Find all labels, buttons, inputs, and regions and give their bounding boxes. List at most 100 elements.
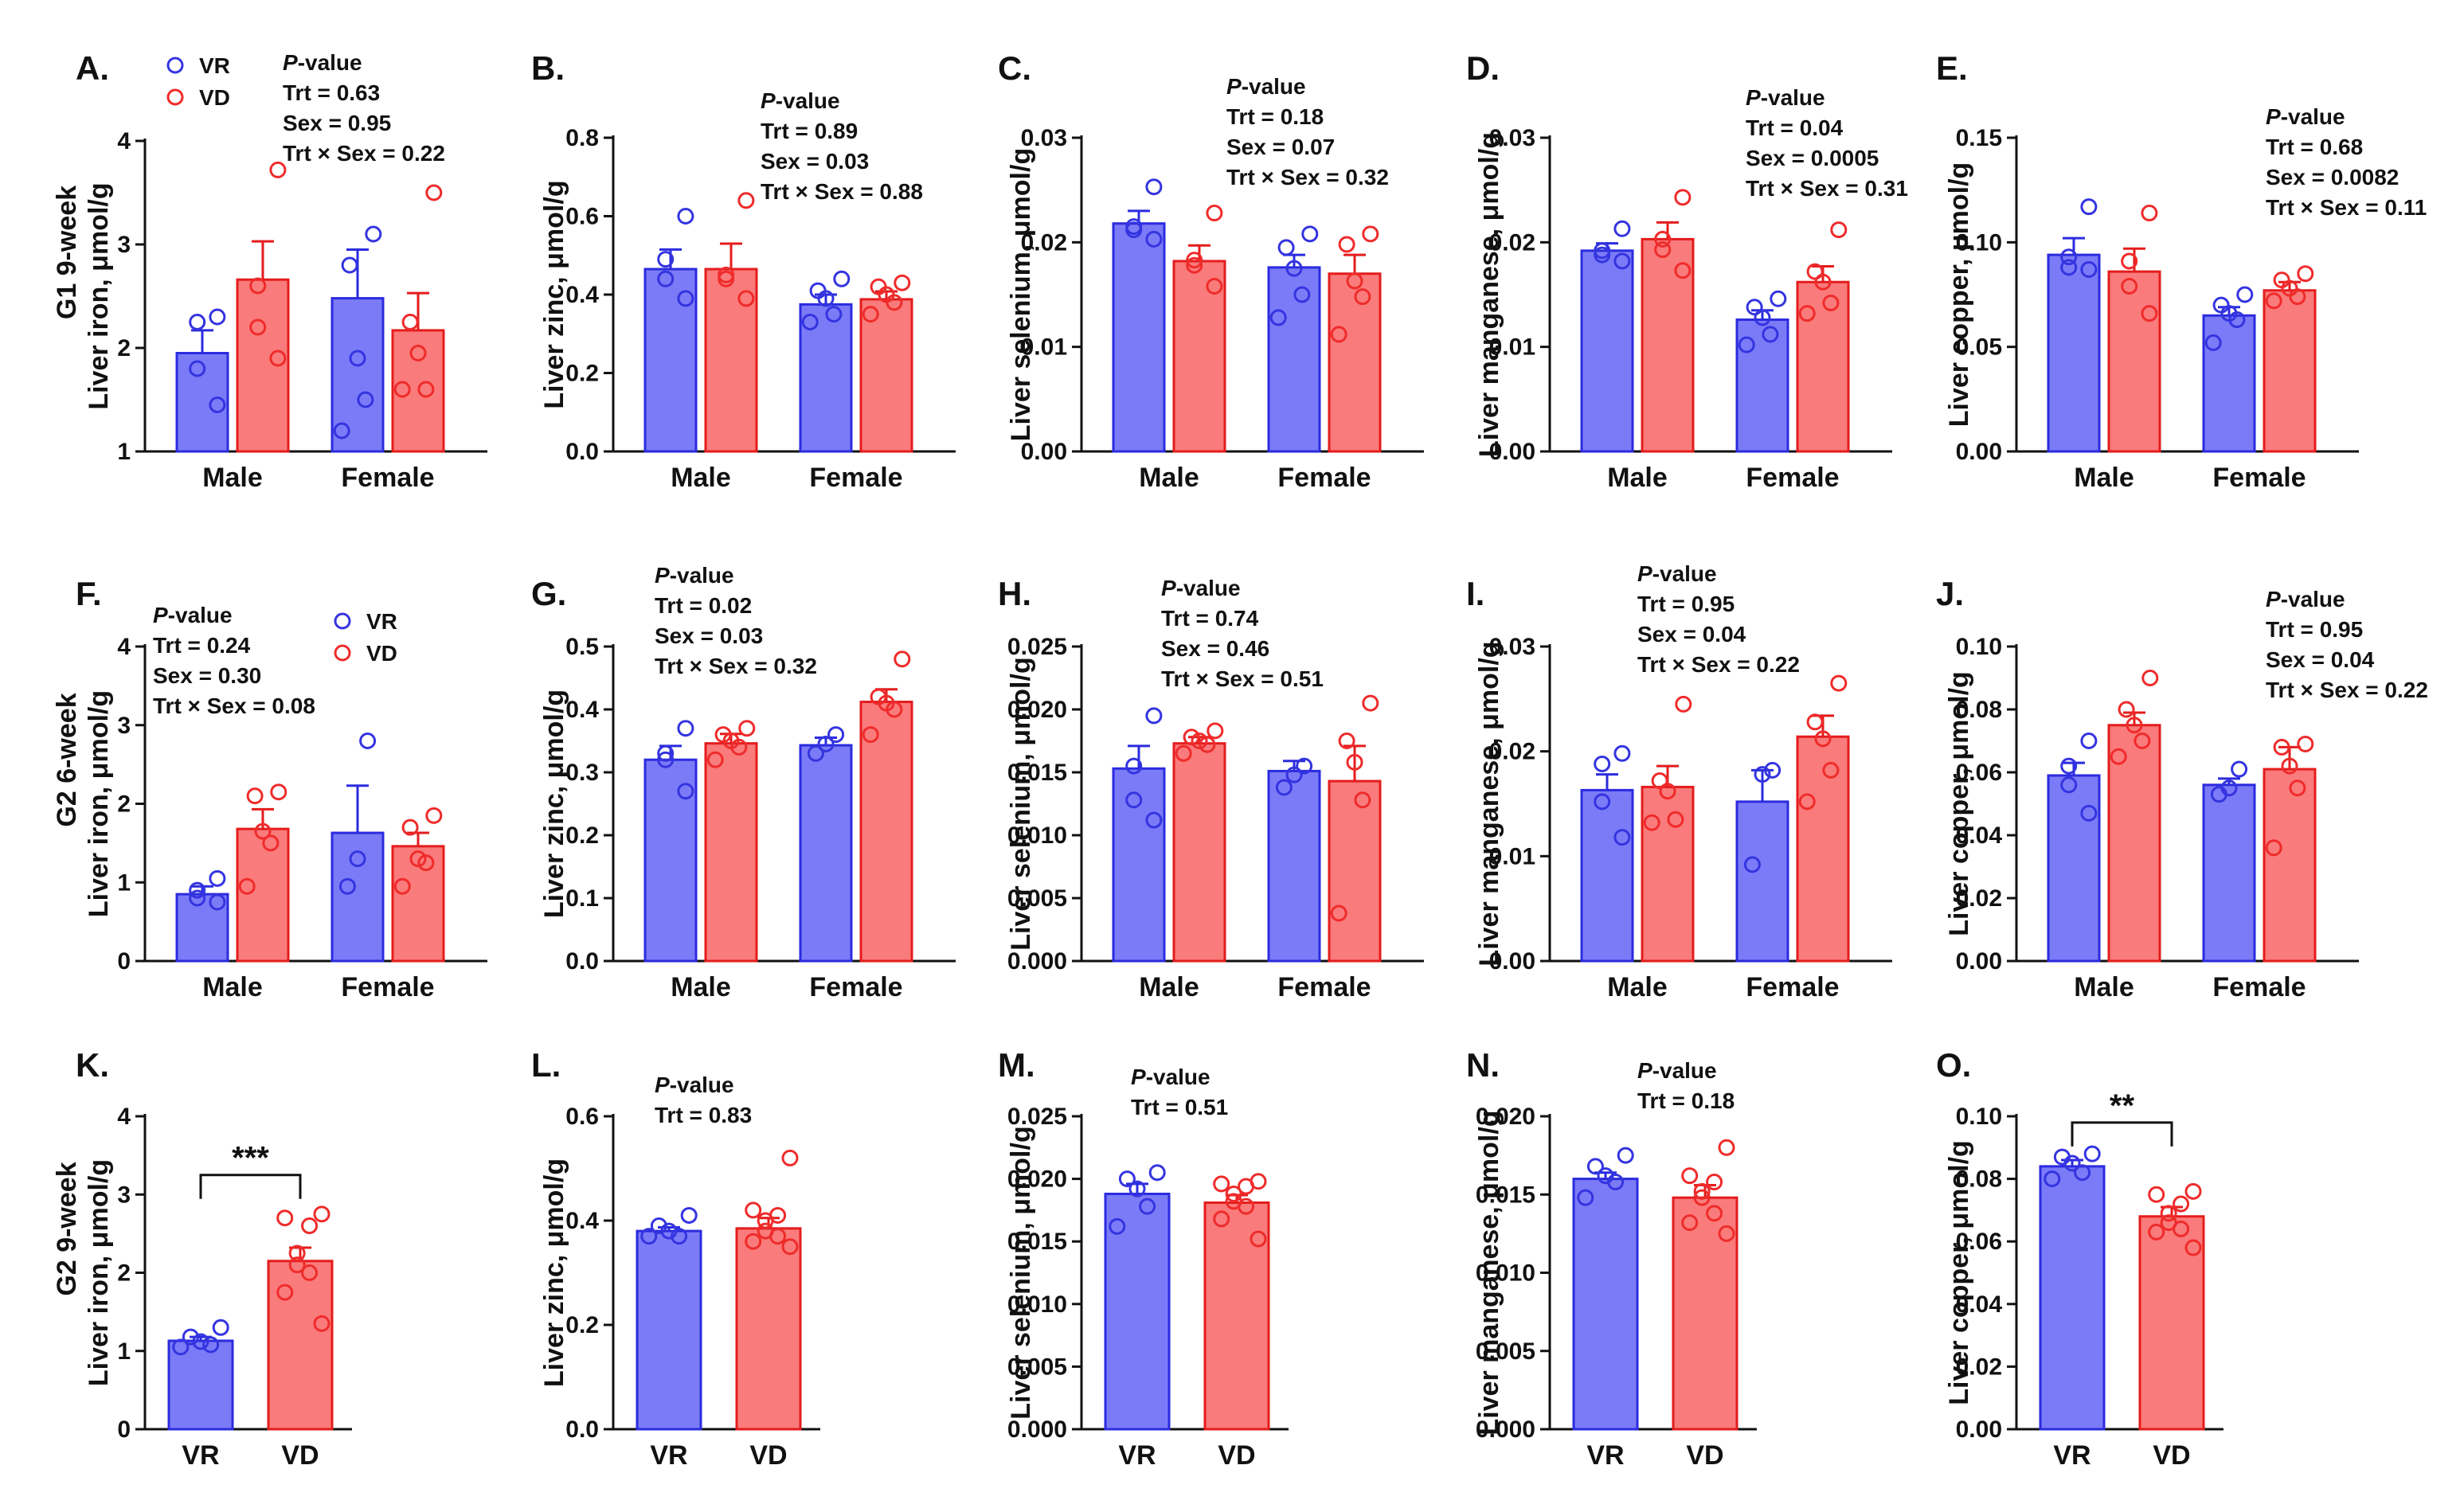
data-point <box>862 726 879 744</box>
panel-e: E. 0.00 0.05 0.10 0.15 Liver copper, μmol/g Ma… <box>1936 49 2427 493</box>
stats-rest: -value <box>168 603 233 627</box>
x-category-label: Female <box>341 972 434 1002</box>
y-tick-label: 2 <box>117 335 131 361</box>
stats-rest: -value <box>1176 576 1241 600</box>
data-point <box>209 893 226 911</box>
stats-line: Trt = 0.04 <box>1746 115 1844 140</box>
data-point <box>1830 221 1848 239</box>
data-point <box>738 720 756 737</box>
x-category-label: VD <box>1218 1440 1255 1471</box>
y-tick-label: 0.015 <box>1007 760 1067 786</box>
data-point <box>1806 263 1824 280</box>
bar-vr <box>2202 783 2256 963</box>
x-category-label: VD <box>281 1440 319 1471</box>
data-point <box>1301 225 1319 243</box>
y-axis-label: Liver iron, μmol/g <box>84 1159 114 1386</box>
y-tick-label: 0.10 <box>1956 1104 2002 1130</box>
data-point <box>189 314 206 330</box>
bar-vr <box>2202 314 2256 453</box>
y-tick-label: 0.04 <box>1956 822 2003 849</box>
y-tick-label: 0.025 <box>1007 634 1067 660</box>
stats-line: Trt = 0.63 <box>283 80 380 105</box>
data-point <box>2173 1220 2190 1237</box>
y-axis-label: Liver copper, μmol/g <box>1944 671 1974 936</box>
legend-label: VR <box>366 609 397 634</box>
x-category-label: VD <box>2153 1440 2190 1471</box>
data-point <box>1213 1210 1230 1228</box>
significance-stars: ** <box>2110 1088 2135 1123</box>
stats-line: Trt × Sex = 0.22 <box>2266 678 2428 702</box>
y-axis-label: Liver selenium, μmol/g <box>1006 1126 1036 1419</box>
stats-line: P-value <box>655 1072 734 1097</box>
stats-line: P-value <box>2266 104 2345 129</box>
bar-vr <box>636 1229 702 1431</box>
x-category-label: Female <box>809 463 902 493</box>
bar-vr <box>1735 800 1789 963</box>
data-point <box>2273 738 2290 756</box>
x-category-label: Male <box>2074 972 2134 1002</box>
y-tick-label: 0.03 <box>1021 125 1067 151</box>
stats-line: Sex = 0.30 <box>153 663 261 688</box>
data-point <box>1617 1147 1634 1164</box>
data-point <box>1806 713 1824 731</box>
data-point <box>425 807 443 824</box>
data-point <box>1285 260 1303 277</box>
y-tick-label: 0.02 <box>1489 739 1535 765</box>
data-point <box>2273 272 2290 289</box>
x-category-label: Female <box>1277 463 1371 493</box>
panel-label: G. <box>531 575 566 612</box>
x-category-label: Female <box>2212 463 2306 493</box>
stats-rest: -value <box>1242 74 1306 99</box>
y-axis-label: Liver manganese, μmol/g <box>1474 641 1504 966</box>
data-point <box>640 1228 658 1245</box>
y-axis-label: Liver copper, μmol/g <box>1944 1140 1974 1405</box>
data-point <box>1139 1197 1156 1215</box>
data-point <box>1125 757 1143 775</box>
stats-rest: -value <box>2281 104 2345 129</box>
data-point <box>1654 241 1672 259</box>
bar-vr <box>330 297 385 453</box>
bar-vr <box>1267 769 1321 963</box>
data-point <box>1128 1180 1146 1197</box>
data-point <box>2228 311 2246 329</box>
data-point <box>1674 189 1692 206</box>
y-tick-label: 0.015 <box>1476 1182 1535 1208</box>
data-point <box>301 1217 319 1235</box>
data-point <box>1213 1175 1230 1193</box>
data-point <box>2060 259 2078 276</box>
stats-line: Trt × Sex = 0.32 <box>655 654 817 678</box>
stats-rest: -value <box>1761 85 1825 110</box>
y-tick-label: 0.010 <box>1007 822 1067 849</box>
stats-italic: P <box>2266 587 2281 611</box>
data-point <box>833 270 851 287</box>
y-tick-label: 0.03 <box>1489 634 1535 660</box>
data-point <box>1651 772 1668 790</box>
y-tick-label: 0.005 <box>1476 1338 1535 1365</box>
data-point <box>745 1233 762 1250</box>
data-point <box>1354 791 1371 809</box>
data-point <box>862 306 879 323</box>
data-point <box>1681 1214 1699 1232</box>
stats-italic: P <box>655 563 670 588</box>
data-point <box>1186 252 1203 269</box>
bar-vd <box>735 1227 802 1431</box>
panel-label: E. <box>1936 49 1968 87</box>
y-tick-label: 0.05 <box>1956 334 2002 361</box>
data-point <box>2236 286 2254 303</box>
data-point <box>341 256 358 274</box>
data-point <box>781 1238 799 1256</box>
data-point <box>886 294 903 311</box>
stats-line: P-value <box>761 88 840 113</box>
panel-k: K. 0 1 2 3 4 Liver iron, μmol/gG2 9-week VR VD **… <box>52 1046 352 1471</box>
data-point <box>1125 791 1143 809</box>
bar-vr <box>175 893 229 963</box>
x-category-label: VR <box>1118 1440 1156 1471</box>
bar-vr <box>799 303 853 453</box>
bar-vd <box>2138 1215 2205 1431</box>
data-point <box>1206 205 1223 222</box>
x-category-label: Male <box>1139 463 1199 493</box>
x-category-label: VR <box>182 1440 219 1471</box>
